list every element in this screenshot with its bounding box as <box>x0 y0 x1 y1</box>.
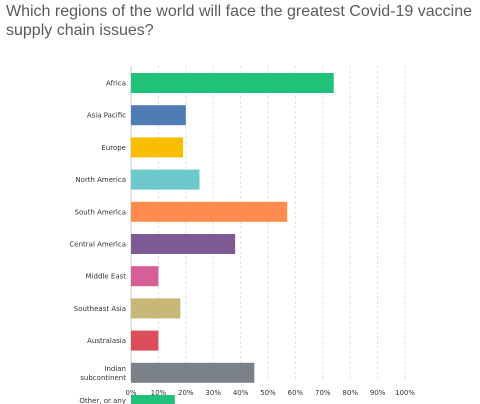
x-tick-label: 70% <box>315 389 331 397</box>
category-label: Africa <box>106 80 126 88</box>
bar <box>131 73 334 93</box>
category-label: Asia Pacific <box>87 112 126 120</box>
x-tick-label: 20% <box>178 389 194 397</box>
bar <box>131 105 186 126</box>
category-label: North America <box>75 176 126 184</box>
category-label: South America <box>75 208 126 216</box>
bar <box>131 137 184 158</box>
category-label: Middle East <box>86 273 127 281</box>
x-tick-label: 60% <box>288 389 304 397</box>
x-tick-label: 90% <box>370 389 386 397</box>
category-label: Australasia <box>87 337 126 345</box>
category-label: Southeast Asia <box>74 305 126 313</box>
category-label: Other, or anycomments <box>79 397 126 404</box>
x-tick-label: 0% <box>125 389 136 397</box>
bar <box>131 201 288 222</box>
category-labels: Africa Asia Pacific Europe North America Sou… <box>69 80 126 404</box>
bar <box>131 266 159 287</box>
x-tick-label: 40% <box>233 389 249 397</box>
x-axis-ticks: 0% 10% 20% 30% 40% 50% 60% 70% 80% 90% 100% <box>125 389 415 397</box>
bar <box>131 169 200 190</box>
x-tick-label: 100% <box>395 389 415 397</box>
bar <box>131 395 175 404</box>
bar <box>131 330 159 351</box>
bars <box>131 73 334 404</box>
category-label: Indian subcontinent <box>80 365 126 382</box>
bar <box>131 362 255 383</box>
x-tick-label: 80% <box>342 389 358 397</box>
chart-title: Which regions of the world will face the… <box>6 3 472 39</box>
category-label: Europe <box>101 144 126 152</box>
x-tick-label: 30% <box>205 389 221 397</box>
x-tick-label: 50% <box>260 389 276 397</box>
category-label: Central America <box>69 241 126 249</box>
bar <box>131 298 181 319</box>
bar <box>131 234 236 254</box>
x-tick-label: 10% <box>151 389 167 397</box>
